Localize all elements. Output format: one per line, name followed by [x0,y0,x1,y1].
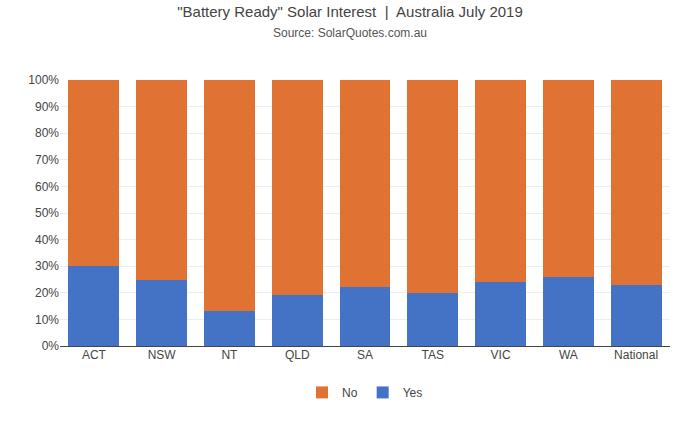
svg-text:70%: 70% [35,153,59,167]
svg-text:80%: 80% [35,126,59,140]
svg-text:NSW: NSW [148,348,177,362]
svg-text:20%: 20% [35,286,59,300]
svg-text:50%: 50% [35,206,59,220]
svg-text:TAS: TAS [422,348,444,362]
svg-text:90%: 90% [35,100,59,114]
svg-text:40%: 40% [35,233,59,247]
svg-text:100%: 100% [28,73,59,87]
svg-text:30%: 30% [35,259,59,273]
svg-text:10%: 10% [35,313,59,327]
svg-text:60%: 60% [35,180,59,194]
svg-text:0%: 0% [42,339,60,353]
svg-text:"Battery Ready" Solar Interest: "Battery Ready" Solar Interest | Austral… [177,3,523,40]
svg-text:NT: NT [221,348,238,362]
svg-text:National: National [614,348,658,362]
svg-text:VIC: VIC [491,348,511,362]
svg-text:SA: SA [357,348,373,362]
svg-text:QLD: QLD [285,348,310,362]
svg-text:No: No [342,386,358,400]
svg-text:ACT: ACT [82,348,107,362]
svg-text:WA: WA [559,348,578,362]
svg-text:Yes: Yes [403,386,423,400]
